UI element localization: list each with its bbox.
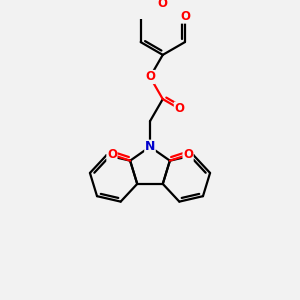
Text: O: O	[174, 102, 184, 115]
Text: O: O	[145, 70, 155, 83]
Text: O: O	[158, 0, 168, 10]
Text: O: O	[180, 10, 190, 23]
Text: O: O	[107, 148, 117, 161]
Text: O: O	[183, 148, 193, 161]
Text: N: N	[145, 140, 155, 153]
